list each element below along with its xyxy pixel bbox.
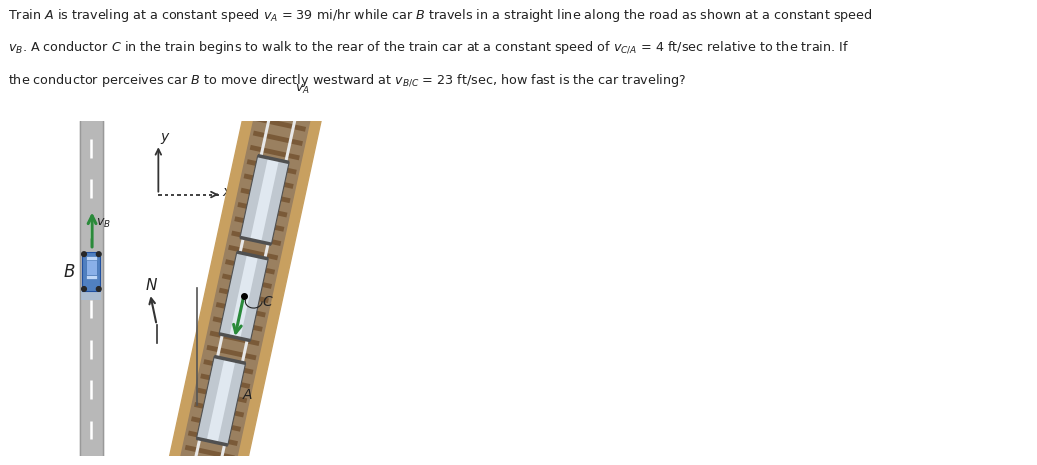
Polygon shape [175, 81, 315, 465]
Circle shape [96, 252, 101, 257]
Text: $x$: $x$ [222, 185, 232, 199]
Text: $A$: $A$ [242, 388, 253, 402]
Polygon shape [229, 254, 258, 339]
Polygon shape [240, 156, 289, 244]
Text: Train $A$ is traveling at a constant speed $v_A$ = 39 mi/hr while car $B$ travel: Train $A$ is traveling at a constant spe… [8, 7, 873, 24]
Bar [86, 275, 97, 279]
Text: $v_A$: $v_A$ [295, 83, 310, 96]
Bar [86, 256, 97, 260]
Polygon shape [196, 357, 246, 445]
Polygon shape [206, 359, 235, 443]
Bar [82, 252, 101, 291]
Bar [86, 258, 97, 275]
Polygon shape [219, 252, 269, 341]
Text: $N$: $N$ [145, 277, 158, 293]
Text: $B$: $B$ [63, 263, 76, 280]
Circle shape [82, 286, 86, 291]
Text: the conductor perceives car $B$ to move directly westward at $v_{B/C}$ = 23 ft/s: the conductor perceives car $B$ to move … [8, 72, 686, 88]
Text: $y$: $y$ [160, 131, 171, 146]
Text: $v_B$: $v_B$ [96, 217, 111, 231]
Circle shape [82, 252, 86, 257]
Circle shape [96, 286, 101, 291]
Text: $\theta$: $\theta$ [200, 350, 211, 365]
Polygon shape [164, 79, 327, 465]
Text: $v_B$. A conductor $C$ in the train begins to walk to the rear of the train car : $v_B$. A conductor $C$ in the train begi… [8, 40, 849, 56]
Text: $C$: $C$ [262, 295, 274, 309]
Polygon shape [250, 158, 279, 242]
Bar [80, 121, 103, 456]
Bar [81, 290, 102, 300]
